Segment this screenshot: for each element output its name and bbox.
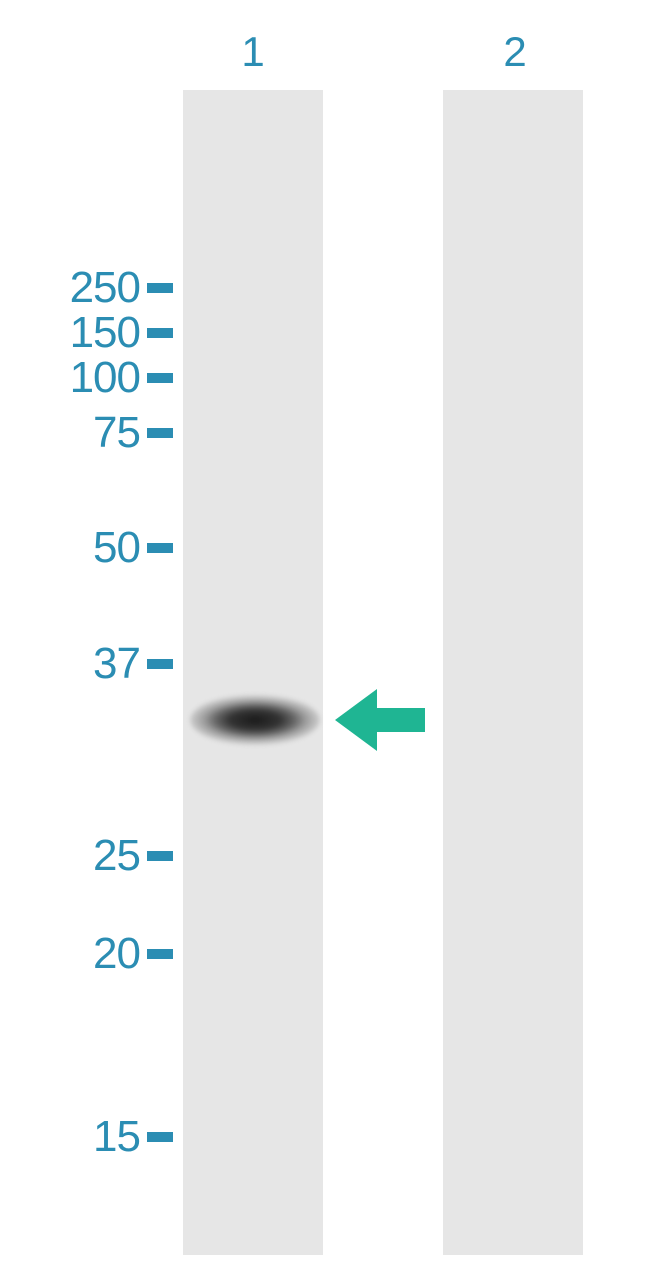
marker-tick-25 <box>147 851 173 861</box>
marker-label-15: 15 <box>93 1112 140 1162</box>
lane-label-2: 2 <box>503 28 526 76</box>
marker-tick-150 <box>147 328 173 338</box>
blot-container: 1 2 25015010075 50 37 25 20 15 <box>0 0 650 1270</box>
marker-label-37: 37 <box>93 639 140 689</box>
marker-label-50: 50 <box>93 523 140 573</box>
marker-label-150: 150 <box>70 308 140 358</box>
marker-tick-37 <box>147 659 173 669</box>
marker-tick-250 <box>147 283 173 293</box>
marker-tick-100 <box>147 373 173 383</box>
arrow-indicator <box>335 689 425 751</box>
marker-label-100: 100 <box>70 353 140 403</box>
marker-tick-75 <box>147 428 173 438</box>
marker-tick-50 <box>147 543 173 553</box>
marker-label-25: 25 <box>93 831 140 881</box>
arrow-head-icon <box>335 689 377 751</box>
band-1 <box>190 694 320 746</box>
marker-tick-15 <box>147 1132 173 1142</box>
marker-label-20: 20 <box>93 929 140 979</box>
marker-label-250: 250 <box>70 263 140 313</box>
marker-label-75: 75 <box>93 408 140 458</box>
lane-2 <box>443 90 583 1255</box>
arrow-shaft <box>377 708 425 732</box>
lane-label-1: 1 <box>241 28 264 76</box>
lane-1 <box>183 90 323 1255</box>
marker-tick-20 <box>147 949 173 959</box>
